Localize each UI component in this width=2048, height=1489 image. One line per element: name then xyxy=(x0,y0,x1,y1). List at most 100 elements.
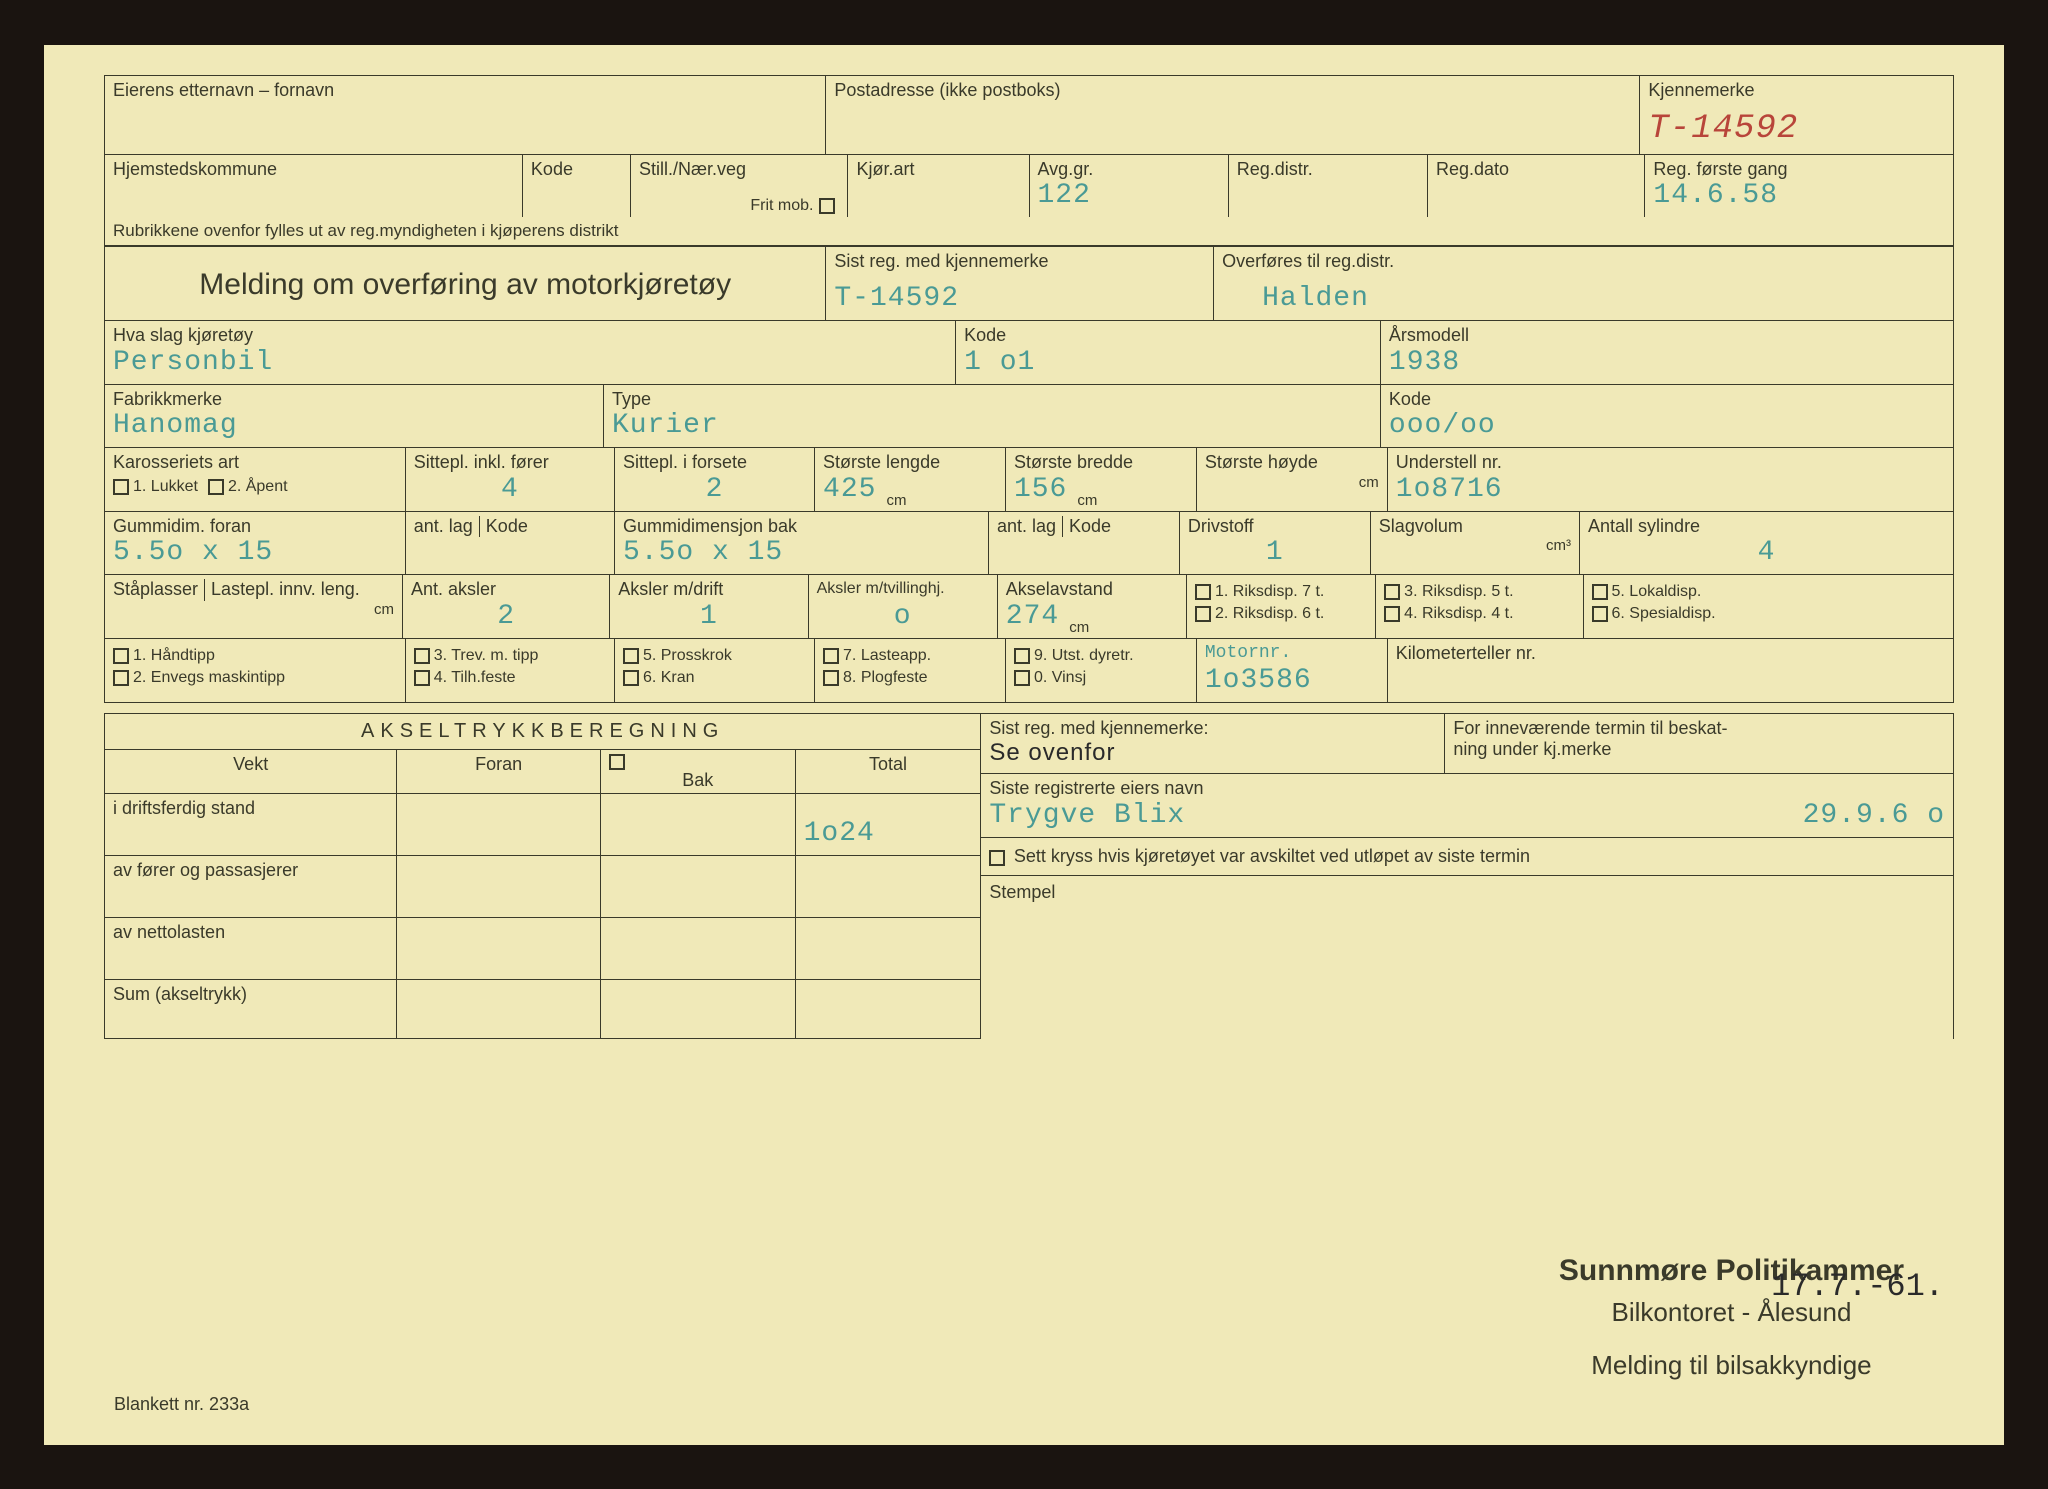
frit-checkbox[interactable] xyxy=(819,198,835,214)
stamp-line3: Melding til bilsakkyndige xyxy=(1559,1346,1904,1385)
r4-checkbox[interactable] xyxy=(1384,606,1400,622)
still-cell: Still./Nær.veg Frit mob. xyxy=(631,155,848,218)
kode4-value: 1 o1 xyxy=(964,347,1372,382)
o5-label: 5. Prosskrok xyxy=(643,647,732,665)
eier-label: Siste registrerte eiers navn xyxy=(989,778,1203,798)
frit-label: Frit mob. xyxy=(750,196,813,215)
o3-checkbox[interactable] xyxy=(414,648,430,664)
bredde-label: Største bredde xyxy=(1014,452,1188,474)
cm3-unit: cm³ xyxy=(1542,537,1571,554)
sist-reg-label: Sist reg. med kjennemerke xyxy=(834,251,1205,273)
kode5-value: ooo/oo xyxy=(1389,410,1945,445)
km-label: Kilometerteller nr. xyxy=(1396,643,1945,665)
hva-slag-value: Personbil xyxy=(113,347,947,382)
kode5-cell: Kode ooo/oo xyxy=(1381,385,1953,448)
registration-card: Eierens etternavn – fornavn Postadresse … xyxy=(44,45,2004,1445)
akseltrykk-table: AKSELTRYKKBEREGNING Vekt Foran Bak Total… xyxy=(104,713,981,1040)
r2-label: 2. Riksdisp. 6 t. xyxy=(1215,605,1324,623)
sitt-for-label: Sittepl. i forsete xyxy=(623,452,806,474)
kaross-label: Karosseriets art xyxy=(113,452,397,474)
kryss-checkbox[interactable] xyxy=(989,850,1005,866)
o2-checkbox[interactable] xyxy=(113,670,129,686)
overfores-cell: Overføres til reg.distr. Halden xyxy=(1214,247,1953,320)
eier-cell: Siste registrerte eiers navn Trygve Blix… xyxy=(981,774,1954,838)
riksdisp-c-cell: 5. Lokaldisp. 6. Spesialdisp. xyxy=(1584,575,1953,638)
o6-checkbox[interactable] xyxy=(623,670,639,686)
cm-unit: cm xyxy=(882,492,906,509)
gummi-b-label: Gummidimensjon bak xyxy=(623,516,980,538)
arsmodell-label: Årsmodell xyxy=(1389,325,1945,347)
o1-label: 1. Håndtipp xyxy=(133,647,215,665)
sist-reg-cell: Sist reg. med kjennemerke T-14592 xyxy=(826,247,1214,320)
foran-head: Foran xyxy=(405,754,592,776)
kode-cell: Kode xyxy=(523,155,631,218)
o0-label: 0. Vinsj xyxy=(1034,669,1086,687)
akselavstand-label: Akselavstand xyxy=(1006,579,1178,601)
type-value: Kurier xyxy=(612,410,1372,445)
kjennemerke-cell: Kjennemerke T-14592 xyxy=(1640,76,1953,154)
bredde-value: 156 xyxy=(1014,474,1067,509)
hoyde-label: Største høyde xyxy=(1205,452,1379,474)
regforste-value: 14.6.58 xyxy=(1653,180,1945,215)
lengde-label: Største lengde xyxy=(823,452,997,474)
aksler-tvill-value: o xyxy=(817,601,989,636)
fabrikk-value: Hanomag xyxy=(113,410,595,445)
regforste-cell: Reg. første gang 14.6.58 xyxy=(1645,155,1953,218)
lukket-checkbox[interactable] xyxy=(113,479,129,495)
km-cell: Kilometerteller nr. xyxy=(1388,639,1953,702)
o0-checkbox[interactable] xyxy=(1014,670,1030,686)
still-label: Still./Nær.veg xyxy=(639,159,839,181)
fabrikk-label: Fabrikkmerke xyxy=(113,389,595,411)
slagvolum-cell: Slagvolum cm³ xyxy=(1371,512,1580,575)
bak-checkbox[interactable] xyxy=(609,754,625,770)
sitt-for-cell: Sittepl. i forsete 2 xyxy=(615,448,815,511)
sist-reg2-cell: Sist reg. med kjennemerke: Se ovenfor xyxy=(981,714,1445,774)
o4-checkbox[interactable] xyxy=(414,670,430,686)
kryss-label: Sett kryss hvis kjøretøyet var avskiltet… xyxy=(1014,846,1530,866)
r6-label: 6. Spesialdisp. xyxy=(1612,605,1716,623)
kode5-label: Kode xyxy=(1389,389,1945,411)
stempel-label: Stempel xyxy=(989,882,1055,902)
overfores-value: Halden xyxy=(1222,283,1945,318)
r5-checkbox[interactable] xyxy=(1592,584,1608,600)
bredde-cell: Største bredde 156cm xyxy=(1006,448,1197,511)
type-label: Type xyxy=(612,389,1372,411)
apent-checkbox[interactable] xyxy=(208,479,224,495)
r3-checkbox[interactable] xyxy=(1384,584,1400,600)
sitt-inkl-label: Sittepl. inkl. fører xyxy=(414,452,606,474)
stempel-cell: Stempel xyxy=(981,876,1954,1039)
regdistr-cell: Reg.distr. xyxy=(1229,155,1428,218)
ant-aksler-value: 2 xyxy=(411,601,601,636)
antlag-kode2-cell: ant. lagKode xyxy=(989,512,1180,575)
hjemsted-label: Hjemstedskommune xyxy=(113,159,514,181)
post-address-cell: Postadresse (ikke postboks) xyxy=(826,76,1640,154)
aksler-drift-label: Aksler m/drift xyxy=(618,579,799,601)
sist-reg2-value: Se ovenfor xyxy=(989,739,1436,771)
sta-laste-cell: StåplasserLastepl. innv. leng. cm xyxy=(105,575,403,638)
type-cell: Type Kurier xyxy=(604,385,1381,448)
r6-checkbox[interactable] xyxy=(1592,606,1608,622)
arsmodell-value: 1938 xyxy=(1389,347,1945,382)
sitt-for-value: 2 xyxy=(623,474,806,509)
o5-checkbox[interactable] xyxy=(623,648,639,664)
drivstoff-cell: Drivstoff 1 xyxy=(1180,512,1371,575)
kode7-label: Kode xyxy=(486,516,528,538)
hoyde-cell: Største høyde cm xyxy=(1197,448,1388,511)
o9-checkbox[interactable] xyxy=(1014,648,1030,664)
o7-checkbox[interactable] xyxy=(823,648,839,664)
hva-slag-cell: Hva slag kjøretøy Personbil xyxy=(105,321,956,384)
avggr-cell: Avg.gr. 122 xyxy=(1030,155,1229,218)
gummi-f-cell: Gummidim. foran 5.5o x 15 xyxy=(105,512,406,575)
eier-date: 29.9.6 o xyxy=(1803,800,1945,835)
o8-checkbox[interactable] xyxy=(823,670,839,686)
fill-note: Rubrikkene ovenfor fylles ut av reg.mynd… xyxy=(104,217,1954,245)
gummi-b-value: 5.5o x 15 xyxy=(623,537,980,572)
r2-checkbox[interactable] xyxy=(1195,606,1211,622)
lengde-value: 425 xyxy=(823,474,876,509)
aksler-drift-value: 1 xyxy=(618,601,799,636)
post-address-label: Postadresse (ikke postboks) xyxy=(834,80,1631,102)
o1-checkbox[interactable] xyxy=(113,648,129,664)
r1-checkbox[interactable] xyxy=(1195,584,1211,600)
bak-head: Bak xyxy=(609,770,787,792)
motornr-value: 1o3586 xyxy=(1205,665,1379,700)
